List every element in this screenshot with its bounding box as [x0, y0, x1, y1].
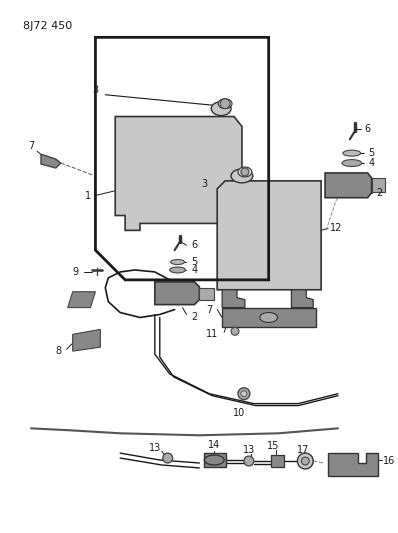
Text: 7: 7 — [206, 304, 213, 314]
Ellipse shape — [342, 159, 362, 166]
Circle shape — [241, 168, 249, 176]
Text: 16: 16 — [382, 456, 395, 466]
Bar — [271, 455, 285, 467]
Polygon shape — [68, 292, 96, 308]
Text: 1: 1 — [86, 191, 92, 201]
Bar — [372, 178, 386, 192]
Polygon shape — [222, 290, 245, 308]
Text: 14: 14 — [208, 440, 220, 450]
Text: 6: 6 — [191, 240, 197, 250]
Ellipse shape — [260, 312, 277, 322]
Circle shape — [241, 391, 247, 397]
Polygon shape — [73, 329, 100, 351]
Ellipse shape — [343, 150, 361, 156]
Circle shape — [297, 453, 313, 469]
Ellipse shape — [211, 102, 231, 116]
Text: 7: 7 — [28, 141, 34, 151]
Circle shape — [238, 388, 250, 400]
Text: 3: 3 — [201, 179, 207, 189]
Circle shape — [231, 327, 239, 335]
Text: 2: 2 — [377, 188, 382, 198]
Polygon shape — [328, 453, 378, 476]
Circle shape — [220, 99, 230, 109]
Text: 5: 5 — [369, 148, 375, 158]
Ellipse shape — [204, 455, 224, 465]
Bar — [199, 288, 214, 300]
Polygon shape — [115, 117, 242, 230]
Polygon shape — [41, 154, 61, 168]
Text: 15: 15 — [267, 441, 280, 451]
Ellipse shape — [171, 260, 185, 264]
Polygon shape — [217, 181, 321, 290]
Text: 11: 11 — [206, 329, 219, 340]
Text: 13: 13 — [243, 445, 255, 455]
Text: 13: 13 — [149, 443, 161, 453]
Bar — [204, 453, 226, 467]
Text: 2: 2 — [191, 312, 197, 322]
Text: 4: 4 — [369, 158, 375, 168]
Text: 6: 6 — [365, 124, 371, 134]
Text: 9: 9 — [72, 267, 79, 277]
Circle shape — [163, 453, 173, 463]
Ellipse shape — [238, 167, 252, 177]
Polygon shape — [222, 308, 316, 327]
Text: 8J72 450: 8J72 450 — [23, 20, 72, 30]
Text: 12: 12 — [330, 223, 342, 233]
Polygon shape — [325, 173, 372, 198]
Text: 4: 4 — [191, 265, 197, 275]
Ellipse shape — [218, 99, 232, 109]
Circle shape — [301, 457, 309, 465]
Text: 17: 17 — [297, 445, 310, 455]
Text: 3: 3 — [92, 85, 98, 95]
Polygon shape — [291, 290, 313, 308]
Text: 8: 8 — [56, 346, 62, 356]
Polygon shape — [155, 282, 199, 305]
Text: 5: 5 — [191, 257, 197, 267]
Ellipse shape — [170, 267, 185, 273]
Ellipse shape — [231, 169, 253, 183]
Text: 10: 10 — [233, 408, 245, 418]
Circle shape — [244, 456, 254, 466]
